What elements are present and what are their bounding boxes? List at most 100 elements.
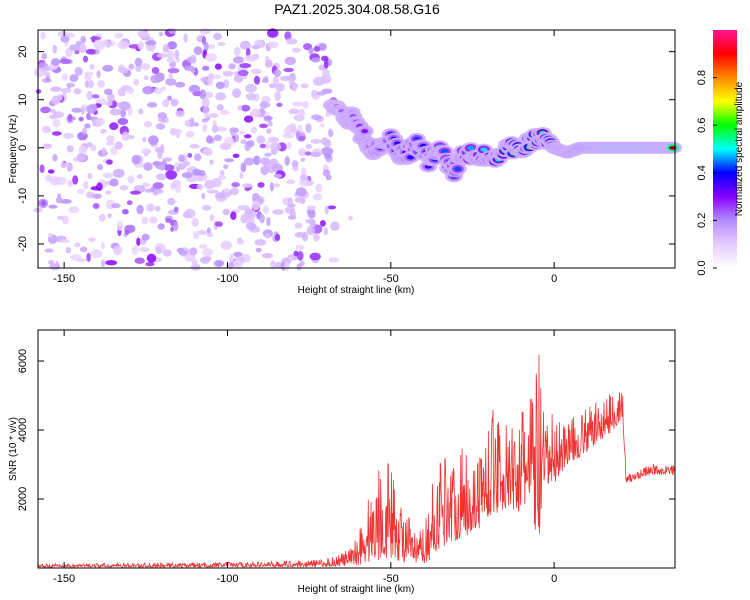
noise-blob (175, 110, 185, 118)
noise-blob (101, 147, 107, 157)
noise-blob (78, 116, 84, 122)
noise-blob (174, 49, 180, 60)
noise-blob (257, 182, 265, 188)
noise-blob (291, 160, 299, 168)
noise-blob (51, 58, 61, 66)
noise-blob (165, 170, 178, 180)
noise-blob (72, 175, 79, 185)
noise-blob (290, 128, 298, 134)
x-tick-label: -50 (383, 573, 399, 585)
noise-blob (215, 81, 225, 90)
x-tick-label: -50 (383, 273, 399, 285)
noise-blob (311, 57, 321, 63)
noise-blob (324, 152, 331, 160)
noise-blob (118, 101, 131, 111)
noise-blob (301, 197, 306, 204)
noise-blob (136, 174, 143, 179)
noise-blob (71, 107, 82, 113)
noise-blob (302, 100, 309, 109)
noise-blob (173, 221, 179, 232)
spectrogram-ylabel: Frequency (Hz) (8, 115, 19, 184)
noise-blob (296, 263, 302, 271)
noise-blob (330, 221, 340, 231)
noise-blob (141, 63, 150, 70)
noise-blob (67, 179, 74, 187)
noise-blob (207, 77, 213, 86)
noise-blob (234, 134, 240, 143)
noise-blob (203, 256, 212, 261)
noise-blob (209, 113, 219, 118)
noise-blob (119, 184, 129, 191)
noise-blob (114, 141, 123, 150)
noise-blob (178, 250, 189, 256)
noise-blob (66, 33, 75, 38)
noise-blob (45, 74, 50, 82)
noise-blob (224, 158, 235, 163)
noise-blob (251, 200, 260, 211)
noise-blob (214, 221, 223, 227)
noise-blob (74, 242, 81, 248)
noise-blob (267, 120, 273, 127)
noise-blob (285, 38, 298, 45)
noise-blob (270, 149, 278, 155)
noise-blob (51, 95, 61, 105)
noise-blob (113, 245, 123, 255)
noise-blob (84, 71, 94, 77)
noise-blob (52, 154, 58, 162)
noise-blob (287, 197, 293, 207)
noise-blob (40, 106, 51, 114)
noise-blob (120, 109, 127, 118)
noise-blob (238, 130, 246, 135)
noise-blob (230, 211, 237, 221)
noise-blob (168, 28, 177, 34)
noise-blob (203, 112, 211, 118)
noise-blob (155, 173, 167, 181)
noise-blob (167, 197, 176, 206)
noise-blob (183, 33, 188, 43)
noise-blob (126, 87, 135, 94)
noise-blob (114, 32, 124, 39)
noise-blob (192, 230, 200, 240)
noise-blob (57, 215, 65, 220)
noise-blob (86, 104, 98, 114)
noise-blob (152, 182, 164, 190)
noise-blob (87, 80, 95, 89)
noise-blob (105, 260, 118, 266)
noise-blob (191, 259, 198, 265)
x-tick-label: 0 (551, 273, 557, 285)
noise-blob (141, 233, 150, 241)
colorbar-tick-label: 0.6 (696, 118, 708, 133)
noise-blob (264, 141, 270, 151)
noise-blob (300, 83, 309, 89)
noise-blob (232, 153, 240, 158)
y-tick-label: 0 (17, 145, 29, 151)
noise-blob (155, 123, 166, 130)
noise-blob (158, 163, 166, 171)
noise-blob (59, 239, 70, 244)
noise-blob (323, 59, 329, 69)
noise-blob (66, 162, 73, 172)
noise-blob (219, 170, 225, 176)
noise-blob (97, 80, 105, 88)
noise-blob (91, 94, 100, 99)
noise-blob (156, 53, 168, 58)
noise-blob (266, 217, 271, 227)
noise-blob (96, 182, 103, 191)
noise-blob (263, 115, 273, 121)
noise-blob (70, 254, 82, 261)
noise-blob (134, 57, 143, 67)
snr-background (38, 330, 675, 568)
noise-blob (97, 164, 104, 171)
noise-blob (85, 48, 96, 55)
noise-blob (116, 221, 124, 231)
noise-blob (90, 249, 103, 258)
noise-blob (57, 193, 62, 200)
noise-blob (157, 112, 168, 120)
spectrogram-frame (37, 29, 676, 269)
noise-blob (133, 78, 140, 86)
noise-blob (145, 262, 155, 267)
noise-blob (178, 154, 185, 163)
noise-blob (209, 159, 214, 165)
x-tick-label: -100 (216, 273, 238, 285)
noise-blob (158, 31, 164, 37)
